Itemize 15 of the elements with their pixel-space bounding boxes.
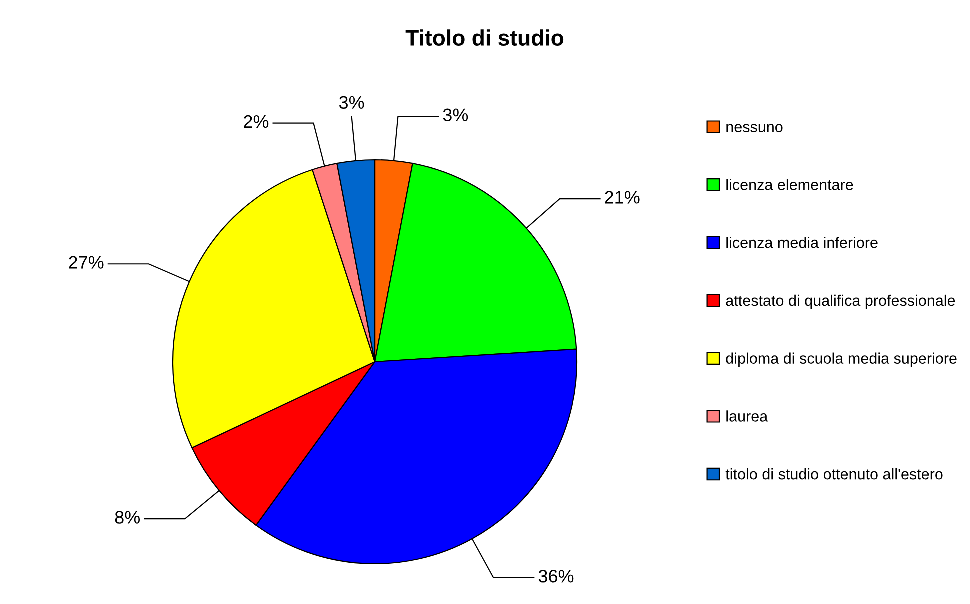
legend-label: licenza elementare (726, 179, 854, 190)
data-label: 36% (538, 570, 574, 583)
legend-label: nessuno (726, 124, 783, 133)
data-label: 21% (605, 191, 640, 204)
legend-label: laurea (726, 410, 768, 422)
data-label: 3% (339, 96, 364, 110)
data-label: 27% (69, 256, 104, 269)
chart-title: Titolo di studio (406, 30, 564, 46)
data-label: 3% (443, 108, 468, 122)
legend-label: diploma di scuola media superiore (726, 352, 957, 368)
legend-label: titolo di studio ottenuto all'estero (726, 468, 943, 480)
legend-label: licenza media inferiore (726, 237, 878, 248)
data-label: 8% (115, 511, 140, 524)
data-label: 2% (244, 115, 269, 128)
legend-label: attestato di qualifica professionale (726, 294, 956, 310)
